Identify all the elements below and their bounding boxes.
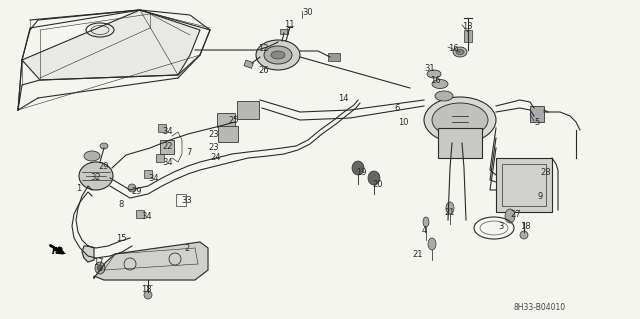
Bar bbox=[244, 60, 253, 68]
Bar bbox=[218, 126, 238, 142]
Bar bbox=[156, 154, 164, 162]
Text: 6: 6 bbox=[394, 104, 399, 113]
Text: 11: 11 bbox=[284, 20, 294, 29]
Text: 21: 21 bbox=[444, 208, 454, 217]
Ellipse shape bbox=[456, 49, 464, 55]
Bar bbox=[144, 170, 152, 178]
Ellipse shape bbox=[428, 238, 436, 250]
Text: 7: 7 bbox=[186, 148, 191, 157]
Ellipse shape bbox=[424, 97, 496, 143]
Ellipse shape bbox=[128, 184, 136, 192]
Text: 10: 10 bbox=[398, 118, 408, 127]
Ellipse shape bbox=[264, 46, 292, 64]
Text: 1: 1 bbox=[76, 184, 81, 193]
Bar bbox=[280, 29, 288, 34]
Text: 18: 18 bbox=[141, 285, 152, 294]
Bar bbox=[438, 128, 482, 158]
Text: 33: 33 bbox=[181, 196, 192, 205]
Text: 5: 5 bbox=[534, 118, 540, 127]
Text: 34: 34 bbox=[162, 158, 173, 167]
Text: 16: 16 bbox=[448, 44, 459, 53]
Ellipse shape bbox=[432, 79, 448, 88]
Bar bbox=[176, 194, 186, 206]
Text: 26: 26 bbox=[258, 66, 269, 75]
Bar bbox=[217, 113, 235, 127]
Text: 17: 17 bbox=[93, 258, 104, 267]
Bar bbox=[530, 106, 544, 122]
Ellipse shape bbox=[520, 231, 528, 239]
Text: 22: 22 bbox=[162, 142, 173, 151]
Text: 12: 12 bbox=[258, 44, 269, 53]
Ellipse shape bbox=[97, 265, 102, 271]
Bar bbox=[502, 164, 546, 206]
Text: 15: 15 bbox=[116, 234, 127, 243]
Ellipse shape bbox=[427, 70, 441, 78]
Text: 2: 2 bbox=[184, 244, 189, 253]
Text: 32: 32 bbox=[90, 173, 100, 182]
Text: 23: 23 bbox=[208, 130, 219, 139]
Polygon shape bbox=[94, 242, 208, 280]
Text: 14: 14 bbox=[338, 94, 349, 103]
Bar bbox=[160, 140, 174, 154]
Polygon shape bbox=[22, 10, 200, 80]
Text: 8H33-B04010: 8H33-B04010 bbox=[514, 303, 566, 313]
Ellipse shape bbox=[505, 209, 515, 223]
Text: 19: 19 bbox=[356, 168, 367, 177]
Text: 13: 13 bbox=[462, 22, 472, 31]
Text: 9: 9 bbox=[538, 192, 543, 201]
Text: 25: 25 bbox=[228, 116, 239, 125]
Ellipse shape bbox=[432, 103, 488, 137]
Ellipse shape bbox=[453, 47, 467, 57]
Ellipse shape bbox=[352, 161, 364, 175]
Text: 34: 34 bbox=[148, 174, 159, 183]
Text: 8: 8 bbox=[118, 200, 124, 209]
Bar bbox=[496, 158, 552, 212]
Text: 27: 27 bbox=[510, 210, 520, 219]
Bar bbox=[464, 30, 472, 42]
Text: 18: 18 bbox=[520, 222, 531, 231]
Text: 31: 31 bbox=[424, 64, 435, 73]
Text: FR.: FR. bbox=[52, 248, 67, 256]
Text: 20: 20 bbox=[372, 180, 383, 189]
Ellipse shape bbox=[95, 262, 105, 274]
Text: 28: 28 bbox=[540, 168, 550, 177]
Polygon shape bbox=[82, 246, 94, 262]
Bar bbox=[136, 210, 144, 218]
Text: 16: 16 bbox=[430, 76, 440, 85]
Text: 34: 34 bbox=[162, 127, 173, 136]
Bar bbox=[158, 124, 166, 132]
Ellipse shape bbox=[435, 91, 453, 101]
Text: 23: 23 bbox=[208, 143, 219, 152]
Ellipse shape bbox=[446, 202, 454, 214]
Text: 21: 21 bbox=[412, 250, 422, 259]
Text: 29: 29 bbox=[98, 162, 109, 171]
Ellipse shape bbox=[368, 171, 380, 185]
Text: 3: 3 bbox=[498, 222, 504, 231]
Ellipse shape bbox=[271, 51, 285, 59]
Ellipse shape bbox=[423, 217, 429, 227]
Ellipse shape bbox=[256, 40, 300, 70]
Bar bbox=[328, 53, 340, 61]
Text: 30: 30 bbox=[302, 8, 312, 17]
Ellipse shape bbox=[84, 151, 100, 161]
Ellipse shape bbox=[100, 143, 108, 149]
Text: 4: 4 bbox=[422, 226, 428, 235]
Text: 29: 29 bbox=[131, 187, 141, 196]
Ellipse shape bbox=[79, 162, 113, 190]
Bar bbox=[237, 101, 259, 119]
Text: 24: 24 bbox=[210, 153, 221, 162]
Ellipse shape bbox=[144, 291, 152, 299]
Text: 34: 34 bbox=[141, 212, 152, 221]
